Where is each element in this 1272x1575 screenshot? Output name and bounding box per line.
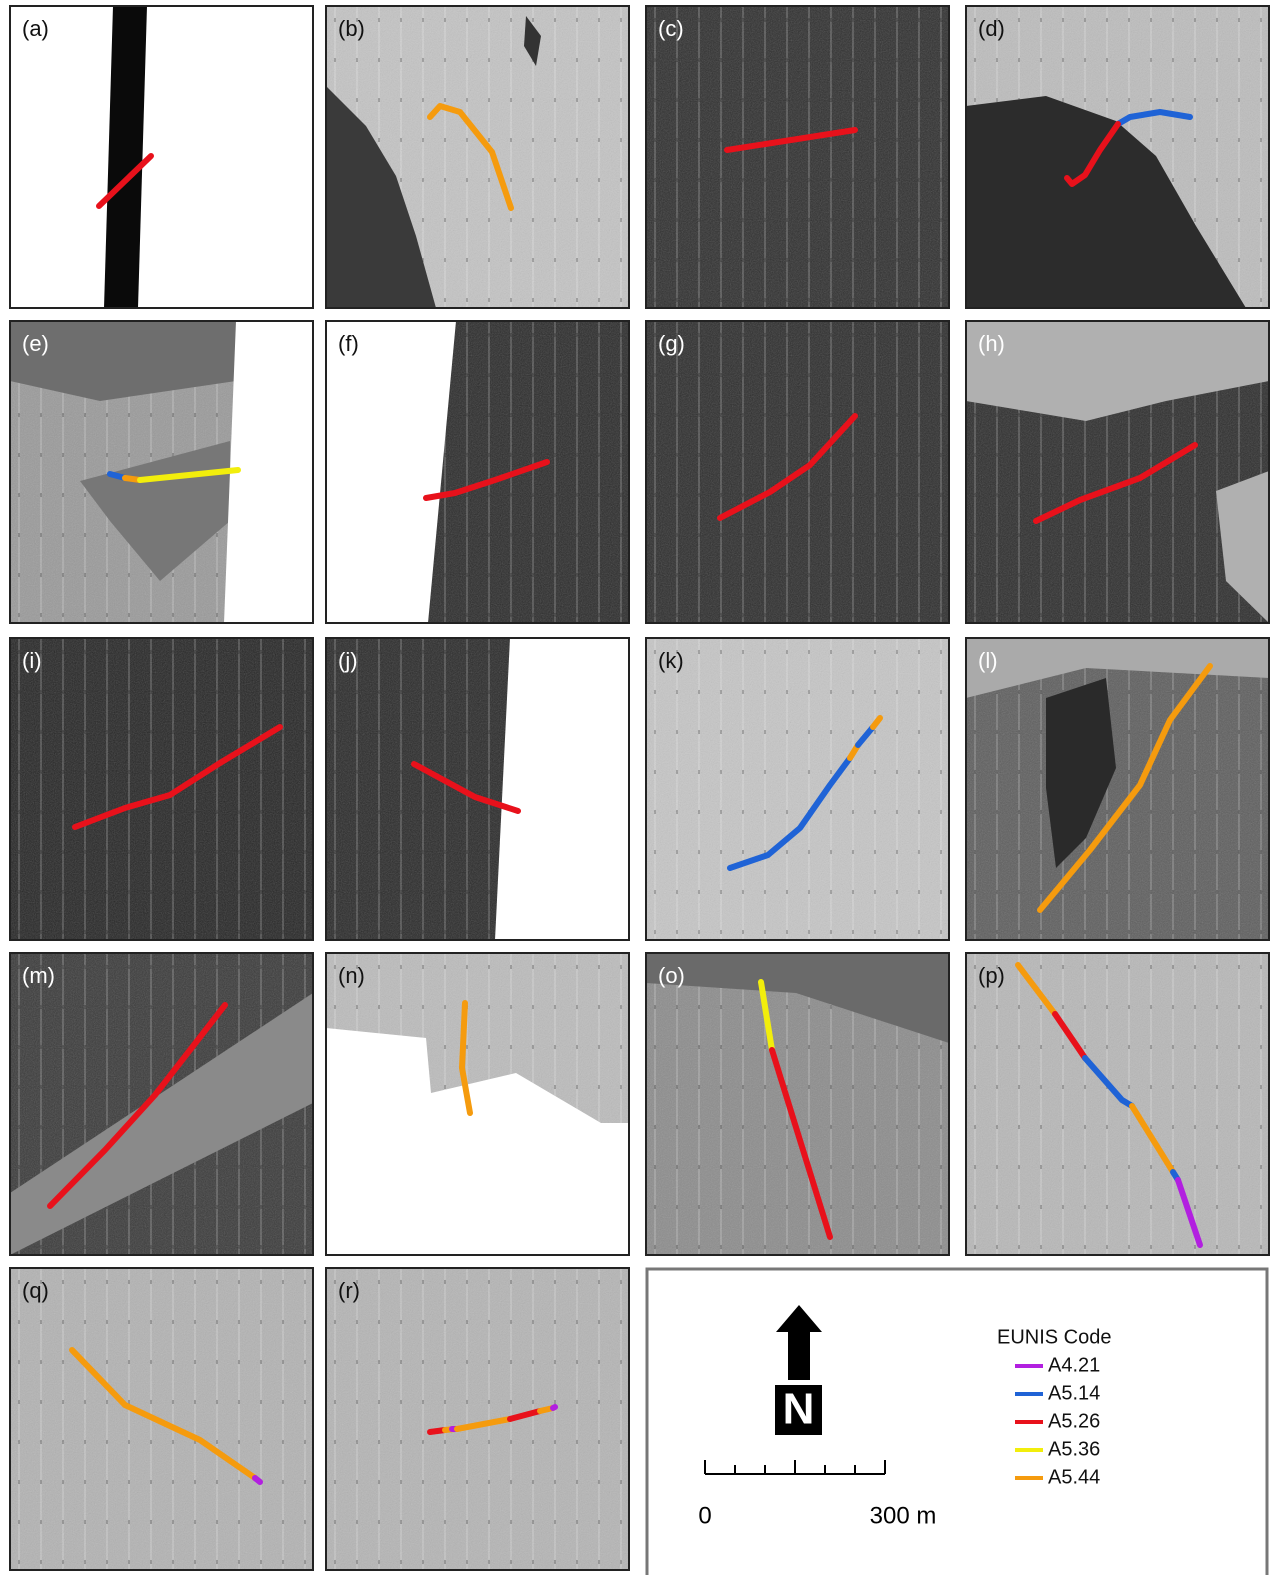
panel: (l) [966,638,1269,940]
sonar-noise [646,6,949,308]
panel: (c) [646,6,949,308]
panel: (r) [326,1268,629,1570]
panel-label: (f) [338,331,359,356]
legend-box: N 0 300 m EUNIS Code A4.21 A5.14 A5.26 A5.3… [647,1269,1267,1575]
sonar-noise [966,953,1269,1255]
track-segment [553,1407,555,1408]
panel-image [10,638,313,940]
page: {"panels": ["(a)", "(b)", "(c)", "(d)", … [0,0,1272,1575]
seabed-region [495,638,629,940]
legend-title: EUNIS Code [997,1326,1112,1348]
panel: (p) [966,953,1269,1255]
panel: (m) [10,953,313,1255]
north-label: N [783,1385,815,1434]
panel-image [326,953,629,1255]
panel-image [326,6,629,308]
legend-label: A5.36 [1048,1438,1100,1460]
panel: (a) [10,6,313,308]
panel: (o) [646,953,949,1255]
panel-image [10,953,313,1255]
panel-image [646,321,949,623]
panel-label: (d) [978,16,1005,41]
panel: (b) [326,6,629,308]
panel-label: (o) [658,963,685,988]
panel-background [10,6,313,308]
legend-label: A5.26 [1048,1410,1100,1432]
panel-image [10,1268,313,1570]
panel-image [966,953,1269,1255]
panel-label: (e) [22,331,49,356]
panel-label: (r) [338,1278,360,1303]
panel: (g) [646,321,949,623]
panel-label: (q) [22,1278,49,1303]
panel-image [10,6,313,308]
scale-end: 300 m [870,1502,937,1529]
panel-label: (g) [658,331,685,356]
sonar-noise [10,638,313,940]
figure: (a) (b) (c) (d) (e) (f) (g) (h) (i) (j) (k) (l) (m) (… [0,0,1272,1575]
panel-image [326,638,629,940]
panel-image [326,321,629,623]
sonar-noise [326,1268,629,1570]
legend-label: A4.21 [1048,1354,1100,1376]
panel-image [966,321,1269,623]
sonar-noise [646,638,949,940]
panel: (q) [10,1268,313,1570]
panel: (h) [966,321,1269,623]
panel-label: (b) [338,16,365,41]
panel-image [966,6,1269,308]
panel-label: (n) [338,963,365,988]
panel-label: (i) [22,648,42,673]
panel: (f) [326,321,629,623]
panel-label: (a) [22,16,49,41]
panel: (n) [326,953,629,1255]
track-segment [255,1478,260,1482]
legend-frame [647,1269,1267,1575]
panel-image [326,1268,629,1570]
legend-label: A5.14 [1048,1382,1100,1404]
panel-label: (h) [978,331,1005,356]
panel-label: (j) [338,648,358,673]
panel-label: (l) [978,648,998,673]
panel: (i) [10,638,313,940]
panel-image [646,638,949,940]
legend-label: A5.44 [1048,1466,1100,1488]
panel: (e) [10,321,313,623]
panel-label: (p) [978,963,1005,988]
panel-image [646,6,949,308]
panel-label: (k) [658,648,684,673]
panel-image [966,638,1269,940]
panel-image [10,321,313,623]
scale-start: 0 [698,1502,711,1529]
panel-label: (m) [22,963,55,988]
panel-image [646,953,949,1255]
panel-label: (c) [658,16,684,41]
panel: (j) [326,638,629,940]
panel: (d) [966,6,1269,308]
panel: (k) [646,638,949,940]
